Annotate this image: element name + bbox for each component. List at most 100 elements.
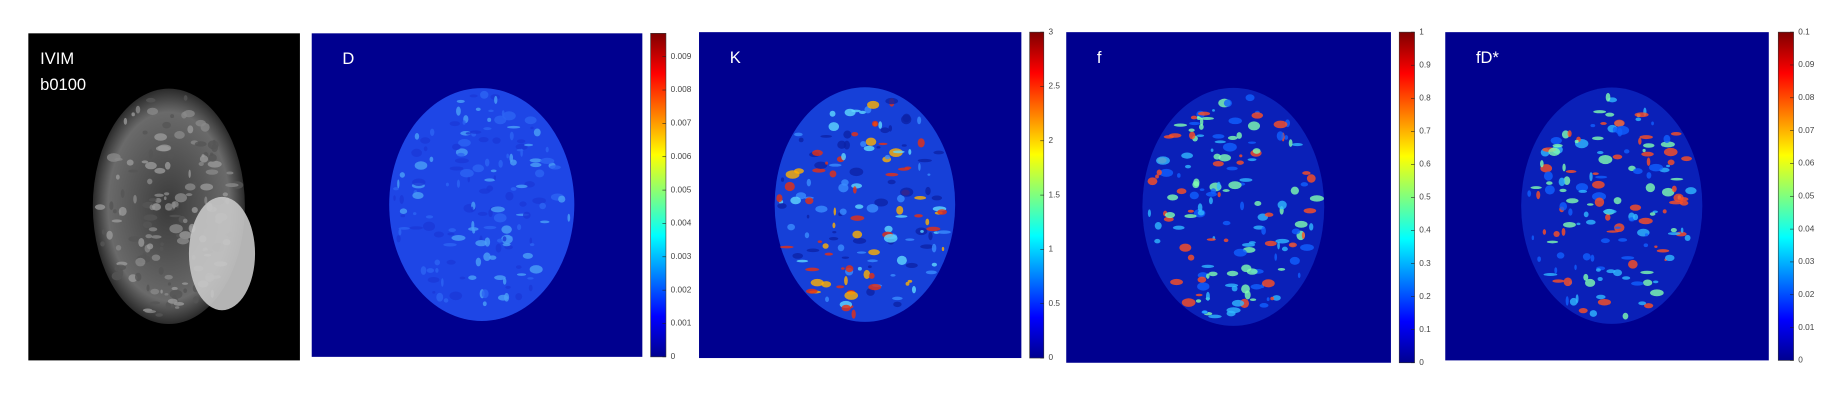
brain-texture xyxy=(147,178,153,185)
brain-texture xyxy=(1667,232,1681,236)
brain-texture xyxy=(1189,131,1196,140)
brain-texture xyxy=(106,230,113,240)
brain-texture xyxy=(1196,115,1200,119)
brain-texture xyxy=(1654,245,1658,248)
brain-texture xyxy=(917,116,922,125)
brain-texture xyxy=(844,276,848,286)
brain-texture xyxy=(174,131,185,139)
brain-texture xyxy=(1552,143,1563,148)
brain-texture xyxy=(468,275,477,280)
brain-texture xyxy=(1170,278,1183,286)
brain-texture xyxy=(169,214,182,218)
brain-texture xyxy=(429,156,434,163)
brain-texture xyxy=(1245,94,1255,102)
brain-texture xyxy=(567,213,571,222)
brain-texture xyxy=(207,160,222,168)
brain-texture xyxy=(806,178,812,187)
brain-texture xyxy=(1212,160,1224,167)
brain-texture xyxy=(1605,213,1611,221)
brain-texture xyxy=(1680,227,1684,233)
brain-texture xyxy=(1589,310,1598,317)
brain-texture xyxy=(806,248,820,253)
brain-texture xyxy=(1277,241,1280,250)
brain-texture xyxy=(1537,256,1541,262)
brain-texture xyxy=(174,193,188,203)
brain-texture xyxy=(517,224,522,231)
brain-texture xyxy=(1685,187,1697,195)
brain-texture xyxy=(148,198,157,202)
brain-texture xyxy=(1176,188,1187,195)
brain-texture xyxy=(1231,299,1245,307)
brain-texture xyxy=(159,246,164,252)
brain-texture xyxy=(1639,135,1653,140)
brain-texture xyxy=(109,201,114,211)
brain-texture xyxy=(1661,187,1675,197)
brain-texture xyxy=(1574,139,1579,144)
brain-texture xyxy=(1275,238,1290,244)
brain-texture xyxy=(469,130,482,134)
brain-texture xyxy=(884,225,893,233)
brain-texture xyxy=(841,152,846,161)
brain-texture xyxy=(941,246,945,252)
brain-texture xyxy=(1154,238,1161,244)
brain-texture xyxy=(1554,267,1558,274)
brain-texture xyxy=(145,97,156,103)
brain-texture xyxy=(1542,229,1547,235)
brain-texture xyxy=(1249,298,1257,302)
colorbar-tick-label: 0.001 xyxy=(671,319,692,328)
brain-texture xyxy=(111,219,123,223)
brain-texture xyxy=(114,266,119,271)
brain-texture xyxy=(917,138,925,148)
panel-label: K xyxy=(730,48,741,67)
brain-texture xyxy=(515,265,522,269)
brain-texture xyxy=(1527,190,1532,197)
brain-texture xyxy=(838,183,849,193)
brain-texture xyxy=(1248,141,1257,144)
colorbar-tick-label: 0.002 xyxy=(671,285,692,294)
brain-texture xyxy=(515,293,523,301)
brain-texture xyxy=(828,163,842,167)
brain-texture xyxy=(456,99,465,103)
brain-texture xyxy=(142,130,148,135)
brain-texture xyxy=(1583,211,1589,218)
brain-texture xyxy=(488,109,494,113)
brain-texture xyxy=(1660,141,1675,148)
brain-texture xyxy=(179,231,192,240)
brain-texture xyxy=(106,153,121,162)
brain-texture xyxy=(496,238,504,243)
brain-texture xyxy=(171,201,179,208)
brain-texture xyxy=(1173,123,1188,127)
brain-texture xyxy=(148,227,158,232)
brain-texture xyxy=(1562,163,1566,172)
brain-texture xyxy=(155,198,162,203)
brain-texture xyxy=(164,274,173,280)
brain-texture xyxy=(1598,154,1613,165)
brain-texture xyxy=(1289,256,1300,265)
brain-texture xyxy=(1586,219,1596,225)
brain-texture xyxy=(151,203,161,211)
brain-texture xyxy=(931,243,937,253)
brain-texture xyxy=(498,159,503,168)
brain-texture xyxy=(825,296,830,303)
brain-texture xyxy=(126,159,134,166)
colorbar-tick-label: 0 xyxy=(1798,356,1803,365)
brain-texture xyxy=(490,169,497,173)
brain-texture xyxy=(516,139,526,144)
colorbar xyxy=(650,33,667,358)
brain-texture xyxy=(793,168,804,174)
brain-texture xyxy=(396,235,401,243)
brain-texture xyxy=(1212,134,1225,139)
panel-label: D xyxy=(342,49,354,68)
brain-texture xyxy=(784,181,795,192)
brain-texture xyxy=(433,231,444,238)
brain-texture xyxy=(100,241,105,247)
brain-texture xyxy=(1592,136,1604,141)
brain-texture xyxy=(1206,238,1216,241)
brain-texture xyxy=(1291,228,1301,235)
brain-texture xyxy=(1600,122,1607,125)
brain-texture xyxy=(558,195,566,203)
colorbar-tick-label: 0.004 xyxy=(671,219,692,228)
brain-texture xyxy=(1163,135,1175,139)
lesion xyxy=(188,196,256,311)
brain-texture xyxy=(393,187,399,191)
